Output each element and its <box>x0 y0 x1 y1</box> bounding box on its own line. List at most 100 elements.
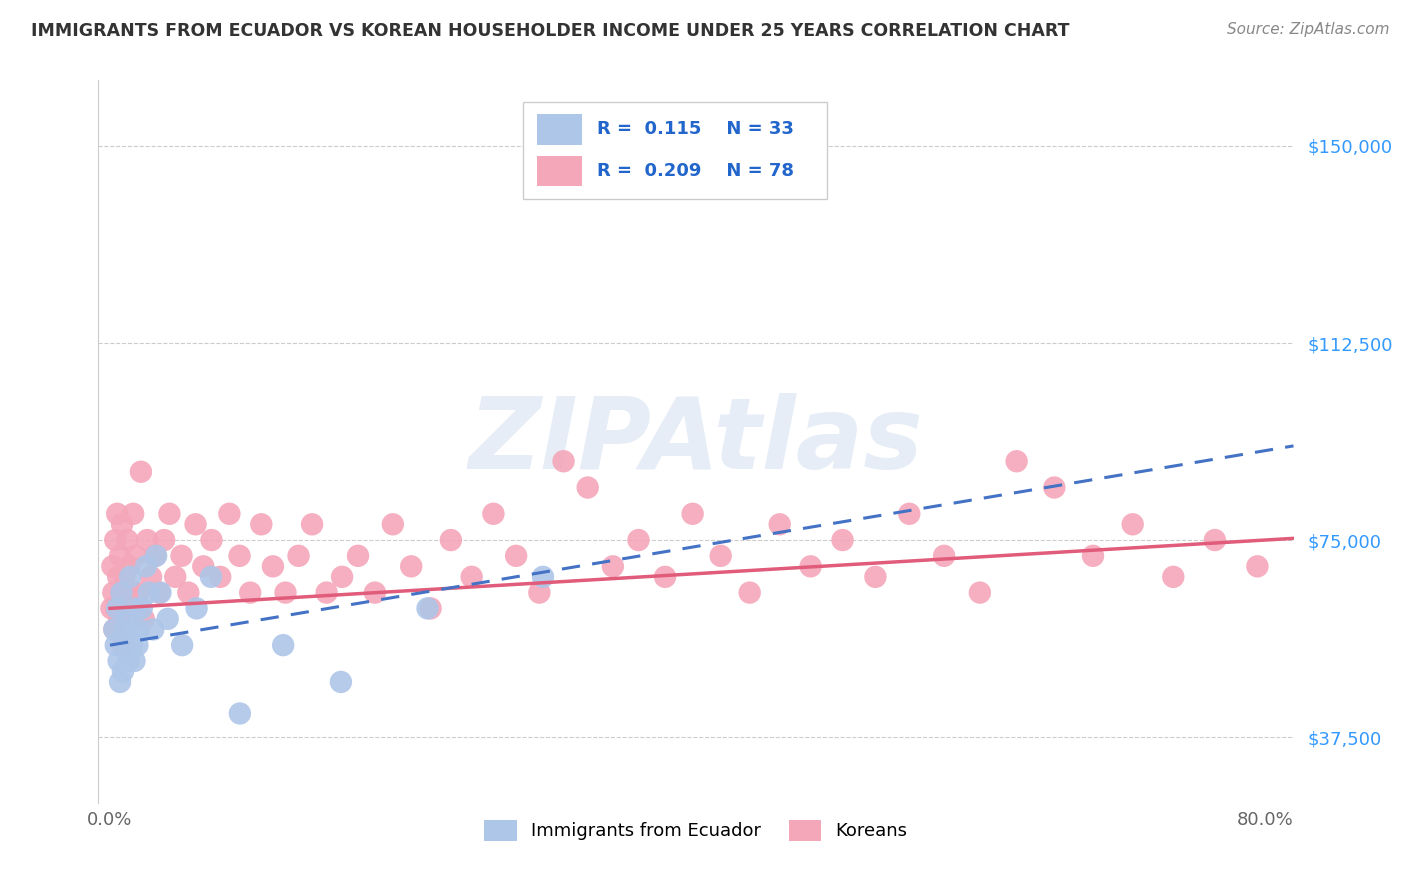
Point <box>124 549 146 563</box>
Point <box>132 612 155 626</box>
FancyBboxPatch shape <box>523 102 827 200</box>
Point <box>969 585 991 599</box>
Point <box>117 533 139 547</box>
Point <box>800 559 823 574</box>
Point <box>125 601 148 615</box>
Point <box>122 623 145 637</box>
FancyBboxPatch shape <box>537 114 582 145</box>
Point <box>153 533 176 547</box>
Text: Source: ZipAtlas.com: Source: ZipAtlas.com <box>1226 22 1389 37</box>
Point <box>200 570 222 584</box>
Point <box>627 533 650 547</box>
Point <box>1081 549 1104 563</box>
Point <box>399 559 422 574</box>
Point <box>271 638 294 652</box>
Point <box>186 601 208 615</box>
Point <box>165 570 187 584</box>
Point <box>1204 533 1226 547</box>
Point <box>101 559 124 574</box>
Point <box>262 559 284 574</box>
Point <box>529 585 551 599</box>
Point <box>1122 517 1144 532</box>
Point <box>120 585 142 599</box>
Point <box>103 623 125 637</box>
Point <box>531 570 554 584</box>
Point <box>347 549 370 563</box>
Point <box>329 675 352 690</box>
Point <box>104 638 127 652</box>
Point <box>419 601 441 615</box>
Point <box>104 533 127 547</box>
Point <box>315 585 337 599</box>
Point <box>710 549 733 563</box>
Point <box>898 507 921 521</box>
Point <box>148 585 170 599</box>
Point <box>111 517 134 532</box>
Point <box>156 612 179 626</box>
Point <box>738 585 761 599</box>
Point <box>111 638 134 652</box>
Point <box>159 507 181 521</box>
Point <box>505 549 527 563</box>
FancyBboxPatch shape <box>537 156 582 186</box>
Point <box>1246 559 1268 574</box>
Point <box>115 638 138 652</box>
Text: R =  0.115    N = 33: R = 0.115 N = 33 <box>596 120 793 138</box>
Point <box>193 559 215 574</box>
Point <box>172 638 194 652</box>
Point <box>301 517 323 532</box>
Point <box>416 601 439 615</box>
Point <box>364 585 387 599</box>
Point <box>142 623 165 637</box>
Point <box>149 585 172 599</box>
Point <box>1161 570 1184 584</box>
Point <box>129 465 152 479</box>
Point <box>118 559 141 574</box>
Point <box>120 570 142 584</box>
Point <box>103 585 125 599</box>
Point <box>143 549 166 563</box>
Point <box>110 585 132 599</box>
Point <box>110 585 132 599</box>
Text: IMMIGRANTS FROM ECUADOR VS KOREAN HOUSEHOLDER INCOME UNDER 25 YEARS CORRELATION : IMMIGRANTS FROM ECUADOR VS KOREAN HOUSEH… <box>31 22 1070 40</box>
Point <box>209 570 232 584</box>
Point <box>602 559 624 574</box>
Point <box>114 570 136 584</box>
Point <box>127 638 149 652</box>
Point <box>287 549 309 563</box>
Point <box>145 549 167 563</box>
Point <box>831 533 853 547</box>
Point <box>105 601 128 615</box>
Point <box>184 517 207 532</box>
Point <box>682 507 704 521</box>
Point <box>107 570 129 584</box>
Point <box>111 665 134 679</box>
Point <box>103 623 125 637</box>
Point <box>138 585 160 599</box>
Point <box>124 654 146 668</box>
Point <box>239 585 262 599</box>
Point <box>117 612 139 626</box>
Point <box>122 507 145 521</box>
Point <box>576 481 599 495</box>
Point <box>460 570 482 584</box>
Point <box>200 533 222 547</box>
Point <box>105 601 128 615</box>
Point <box>100 601 122 615</box>
Point <box>482 507 505 521</box>
Point <box>170 549 193 563</box>
Point <box>769 517 792 532</box>
Point <box>128 623 150 637</box>
Point <box>218 507 240 521</box>
Point <box>177 585 200 599</box>
Point <box>1043 481 1066 495</box>
Legend: Immigrants from Ecuador, Koreans: Immigrants from Ecuador, Koreans <box>477 813 915 848</box>
Point <box>228 549 250 563</box>
Point <box>107 654 129 668</box>
Point <box>932 549 955 563</box>
Point <box>1005 454 1028 468</box>
Point <box>381 517 404 532</box>
Point <box>108 549 131 563</box>
Point <box>654 570 676 584</box>
Point <box>229 706 252 721</box>
